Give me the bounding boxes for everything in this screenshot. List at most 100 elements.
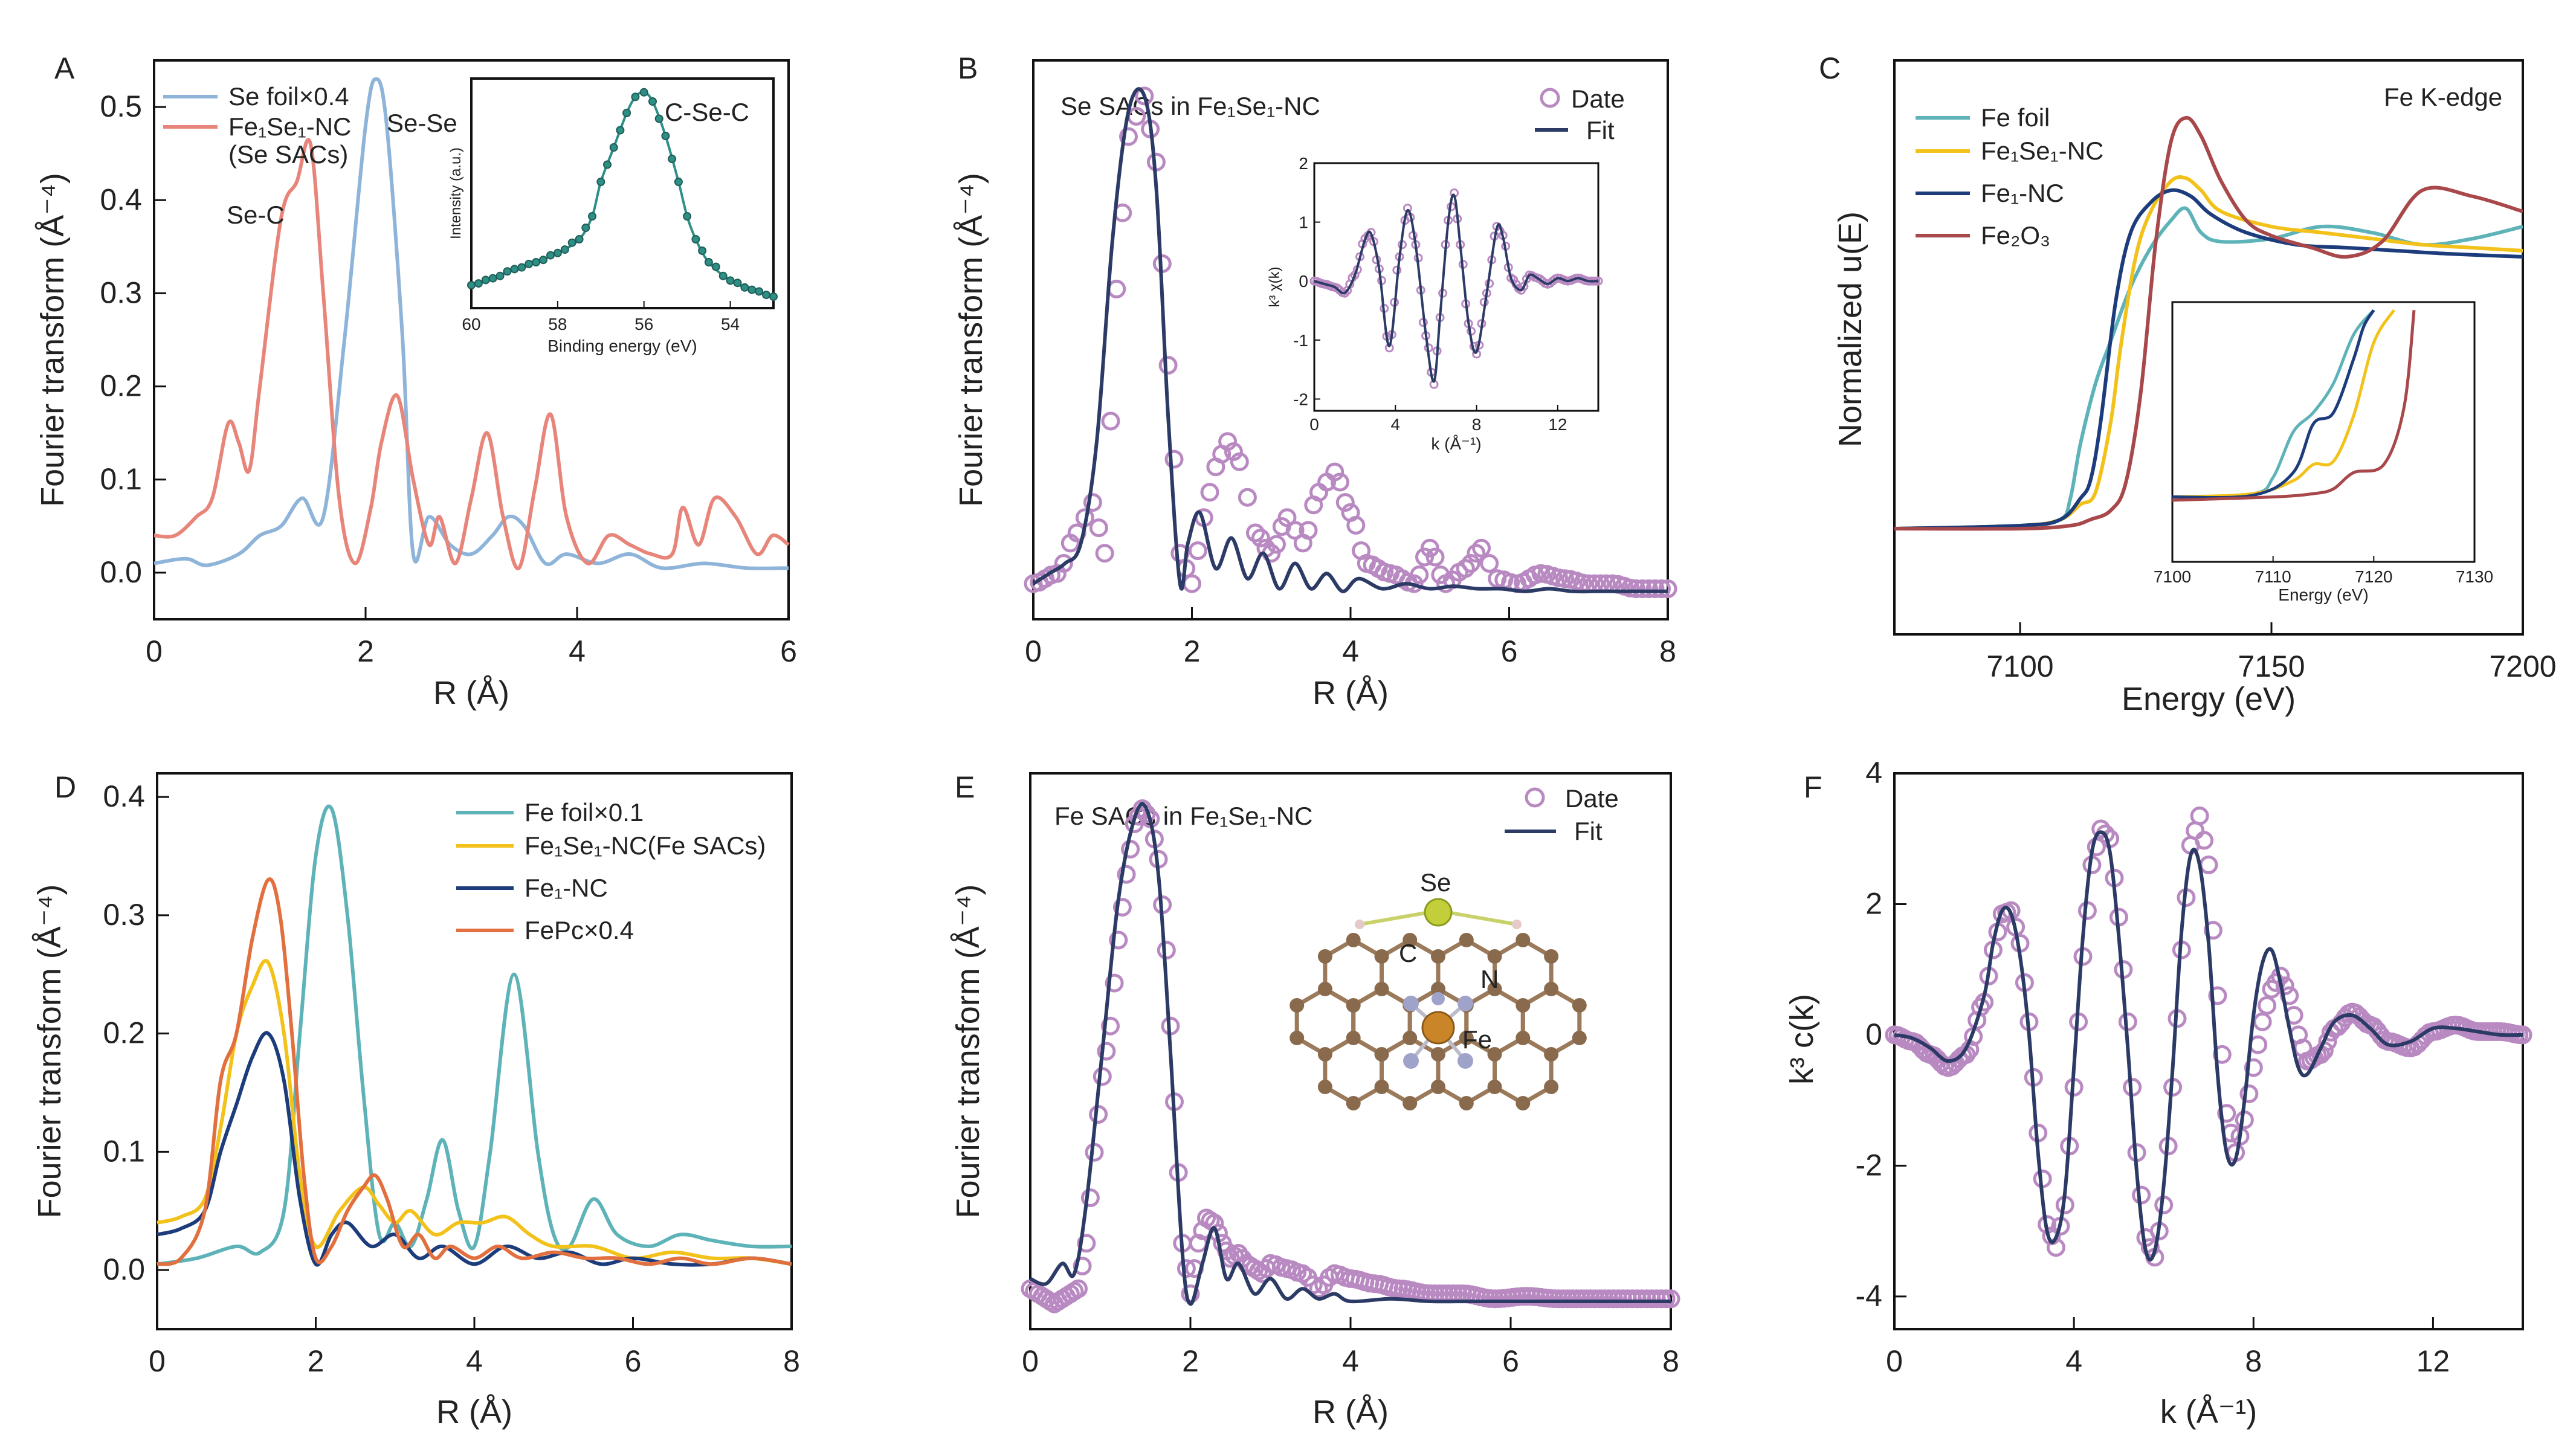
series-date-b-point: [1335, 493, 1355, 512]
legend-e-date-swatch: [1525, 787, 1545, 808]
structure-carbon-atom: [1374, 1047, 1389, 1062]
structure-label-c: C: [1399, 939, 1417, 967]
series-date-b-point: [1325, 462, 1344, 482]
series-date-b-point: [1107, 279, 1126, 298]
c-x-tick-label: 7200: [2489, 649, 2556, 683]
series-date-f-point: [2212, 1045, 2232, 1064]
series-fit-line-b: [1032, 87, 1668, 594]
f-x-tick-label: 0: [1886, 1344, 1903, 1378]
y-axis-title-b: Fourier transform (Å⁻⁴): [953, 173, 989, 507]
f-y-tick-label: 4: [1865, 756, 1882, 790]
inset-c-line-2: [2172, 309, 2375, 500]
structure-carbon-atom: [1431, 949, 1445, 964]
series-date-b-point: [1135, 86, 1154, 106]
structure-illustration: Se C N Fe: [1290, 868, 1587, 1110]
inset-b-x-tick-label: 0: [1309, 415, 1319, 434]
b-x-tick-label: 2: [1184, 634, 1201, 668]
series-date-e-point: [1112, 898, 1132, 917]
legend-c-1-label: Fe₁Se₁-NC: [1981, 137, 2103, 165]
series-date-f-point: [2208, 986, 2227, 1005]
inset-a-point: [539, 256, 547, 265]
legend-a-se-sacs: (Se SACs): [228, 140, 348, 169]
annotation-se-c: Se-C: [227, 201, 285, 229]
structure-carbon-atom: [1346, 1096, 1361, 1110]
series-date-b-point: [1658, 579, 1677, 598]
panel-d: D 0 2 4 6 8 0.0 0.1 0.2 0.3 0.4 R (Å) Fourier transf…: [31, 770, 800, 1430]
series-date-b-point: [1054, 554, 1073, 573]
panel-letter-d: D: [54, 770, 76, 804]
a-y-tick-label: 0.0: [100, 555, 142, 589]
legend-b-fit-label: Fit: [1586, 116, 1615, 144]
inset-a-point: [622, 109, 631, 117]
series-date-b-point: [1627, 579, 1645, 598]
series-line-c-2: [1894, 188, 2523, 530]
e-x-tick-label: 0: [1022, 1344, 1039, 1378]
series-line-d-1: [157, 959, 792, 1266]
f-x-tick-label: 8: [2245, 1344, 2262, 1378]
series-date-e-point: [1089, 1105, 1108, 1124]
inset-a-peak-label: C-Se-C: [665, 98, 749, 126]
legend-c-2-label: Fe₁-NC: [1981, 179, 2064, 207]
d-y-tick-label: 0.1: [103, 1134, 145, 1168]
b-x-tick-label: 0: [1025, 634, 1042, 668]
structure-carbon-atom: [1317, 949, 1332, 964]
structure-nitrogen-atom: [1457, 996, 1473, 1011]
structure-carbon-atom: [1487, 1047, 1502, 1062]
inset-a-point: [704, 258, 713, 266]
inset-a-point: [546, 251, 555, 260]
inset-b-x-tick-label: 12: [1548, 415, 1567, 434]
series-date-b-point: [1480, 554, 1499, 573]
inset-c-x-tick-label: 7110: [2255, 567, 2291, 586]
structure-carbon-atom: [1290, 1031, 1305, 1045]
series-date-b-point: [1425, 547, 1445, 567]
legend-b-date-swatch: [1540, 88, 1560, 108]
inset-a-point: [560, 245, 569, 254]
series-date-b-point: [1645, 579, 1665, 598]
annotation-se-se: Se-Se: [387, 109, 457, 137]
b-x-tick-label: 6: [1501, 634, 1518, 668]
series-date-e-point: [1661, 1289, 1680, 1309]
inset-a-point: [517, 263, 526, 272]
panel-letter-b: B: [958, 51, 978, 85]
series-date-e-point: [1117, 865, 1136, 884]
inset-b-x-tick-label: 4: [1390, 415, 1400, 434]
plot-frame-f: [1893, 772, 2524, 1330]
series-date-f-point: [2203, 921, 2223, 940]
structure-carbon-atom: [1572, 998, 1587, 1013]
inset-a-point: [769, 292, 778, 301]
panel-letter-c: C: [1819, 51, 1841, 85]
series-date-b-point: [1331, 472, 1349, 492]
d-y-tick-label: 0.3: [103, 898, 145, 932]
e-x-tick-label: 8: [1662, 1344, 1679, 1378]
inset-a-point: [488, 274, 497, 283]
inset-a-point: [718, 271, 728, 280]
inset-frame-c: [2171, 301, 2476, 563]
a-x-tick-label: 4: [569, 634, 586, 668]
series-date-b-point: [1200, 483, 1219, 502]
legend-e-fit-label: Fit: [1574, 817, 1603, 845]
inset-a-point: [567, 238, 576, 247]
inset-a-point: [691, 235, 700, 243]
inset-a-point: [648, 97, 657, 106]
series-date-f-point: [2195, 831, 2214, 850]
legend-b-date-label: Date: [1571, 85, 1625, 113]
series-date-b-point: [1230, 452, 1249, 471]
structure-se-bond: [1447, 910, 1517, 926]
structure-carbon-atom: [1346, 998, 1361, 1013]
c-x-tick-label: 7100: [1986, 649, 2053, 683]
series-date-b-point: [1095, 544, 1114, 563]
series-date-e-point: [1105, 973, 1124, 993]
series-date-e-point: [1177, 1259, 1196, 1278]
plot-frame-a: [153, 59, 790, 620]
series-line-c-3: [1894, 115, 2523, 531]
series-date-e-point: [1080, 1188, 1100, 1207]
f-y-tick-label: -2: [1856, 1148, 1882, 1182]
inset-b-y-tick-label: 2: [1299, 154, 1308, 173]
inset-a-point: [603, 160, 612, 169]
a-y-tick-label: 0.2: [100, 369, 142, 403]
legend-c-0-label: Fe foil: [1981, 103, 2050, 132]
chart-title-c: Fe K-edge: [2384, 83, 2502, 111]
b-x-tick-label: 8: [1659, 634, 1676, 668]
inset-a-point: [733, 279, 742, 288]
inset-a-point: [616, 126, 625, 135]
